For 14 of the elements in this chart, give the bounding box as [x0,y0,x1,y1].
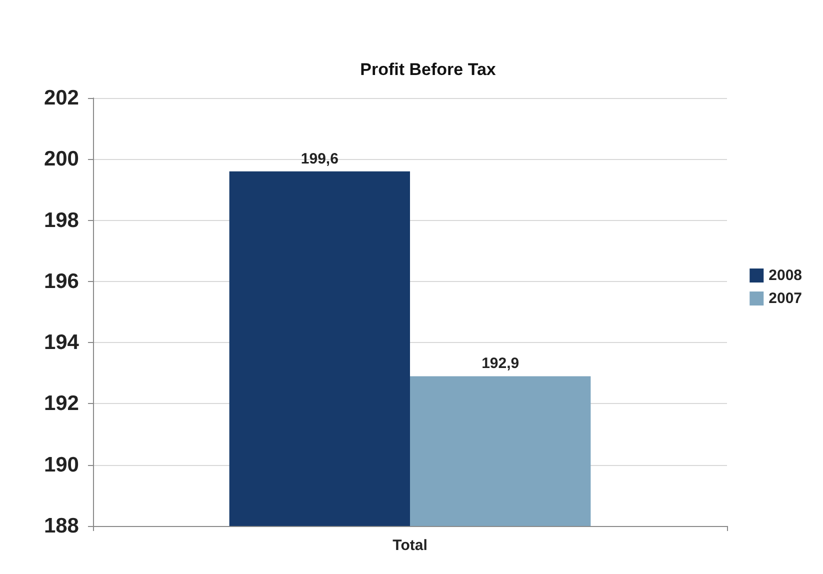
y-tick-label: 200 [44,148,79,171]
legend-label: 2008 [768,267,802,284]
data-label: 199,6 [300,150,338,168]
data-label: 192,9 [482,355,520,372]
y-tick-label: 196 [44,270,79,293]
y-tick-label: 192 [44,392,79,416]
x-tick-label: Total [392,537,428,554]
legend-label: 2007 [768,290,802,307]
chart-title: Profit Before Tax [360,60,496,79]
y-tick-label: 194 [44,331,80,354]
y-tick-label: 190 [44,453,79,476]
y-tick-label: 188 [44,514,80,538]
y-tick-label: 198 [44,208,80,232]
y-tick-label: 202 [44,86,79,110]
